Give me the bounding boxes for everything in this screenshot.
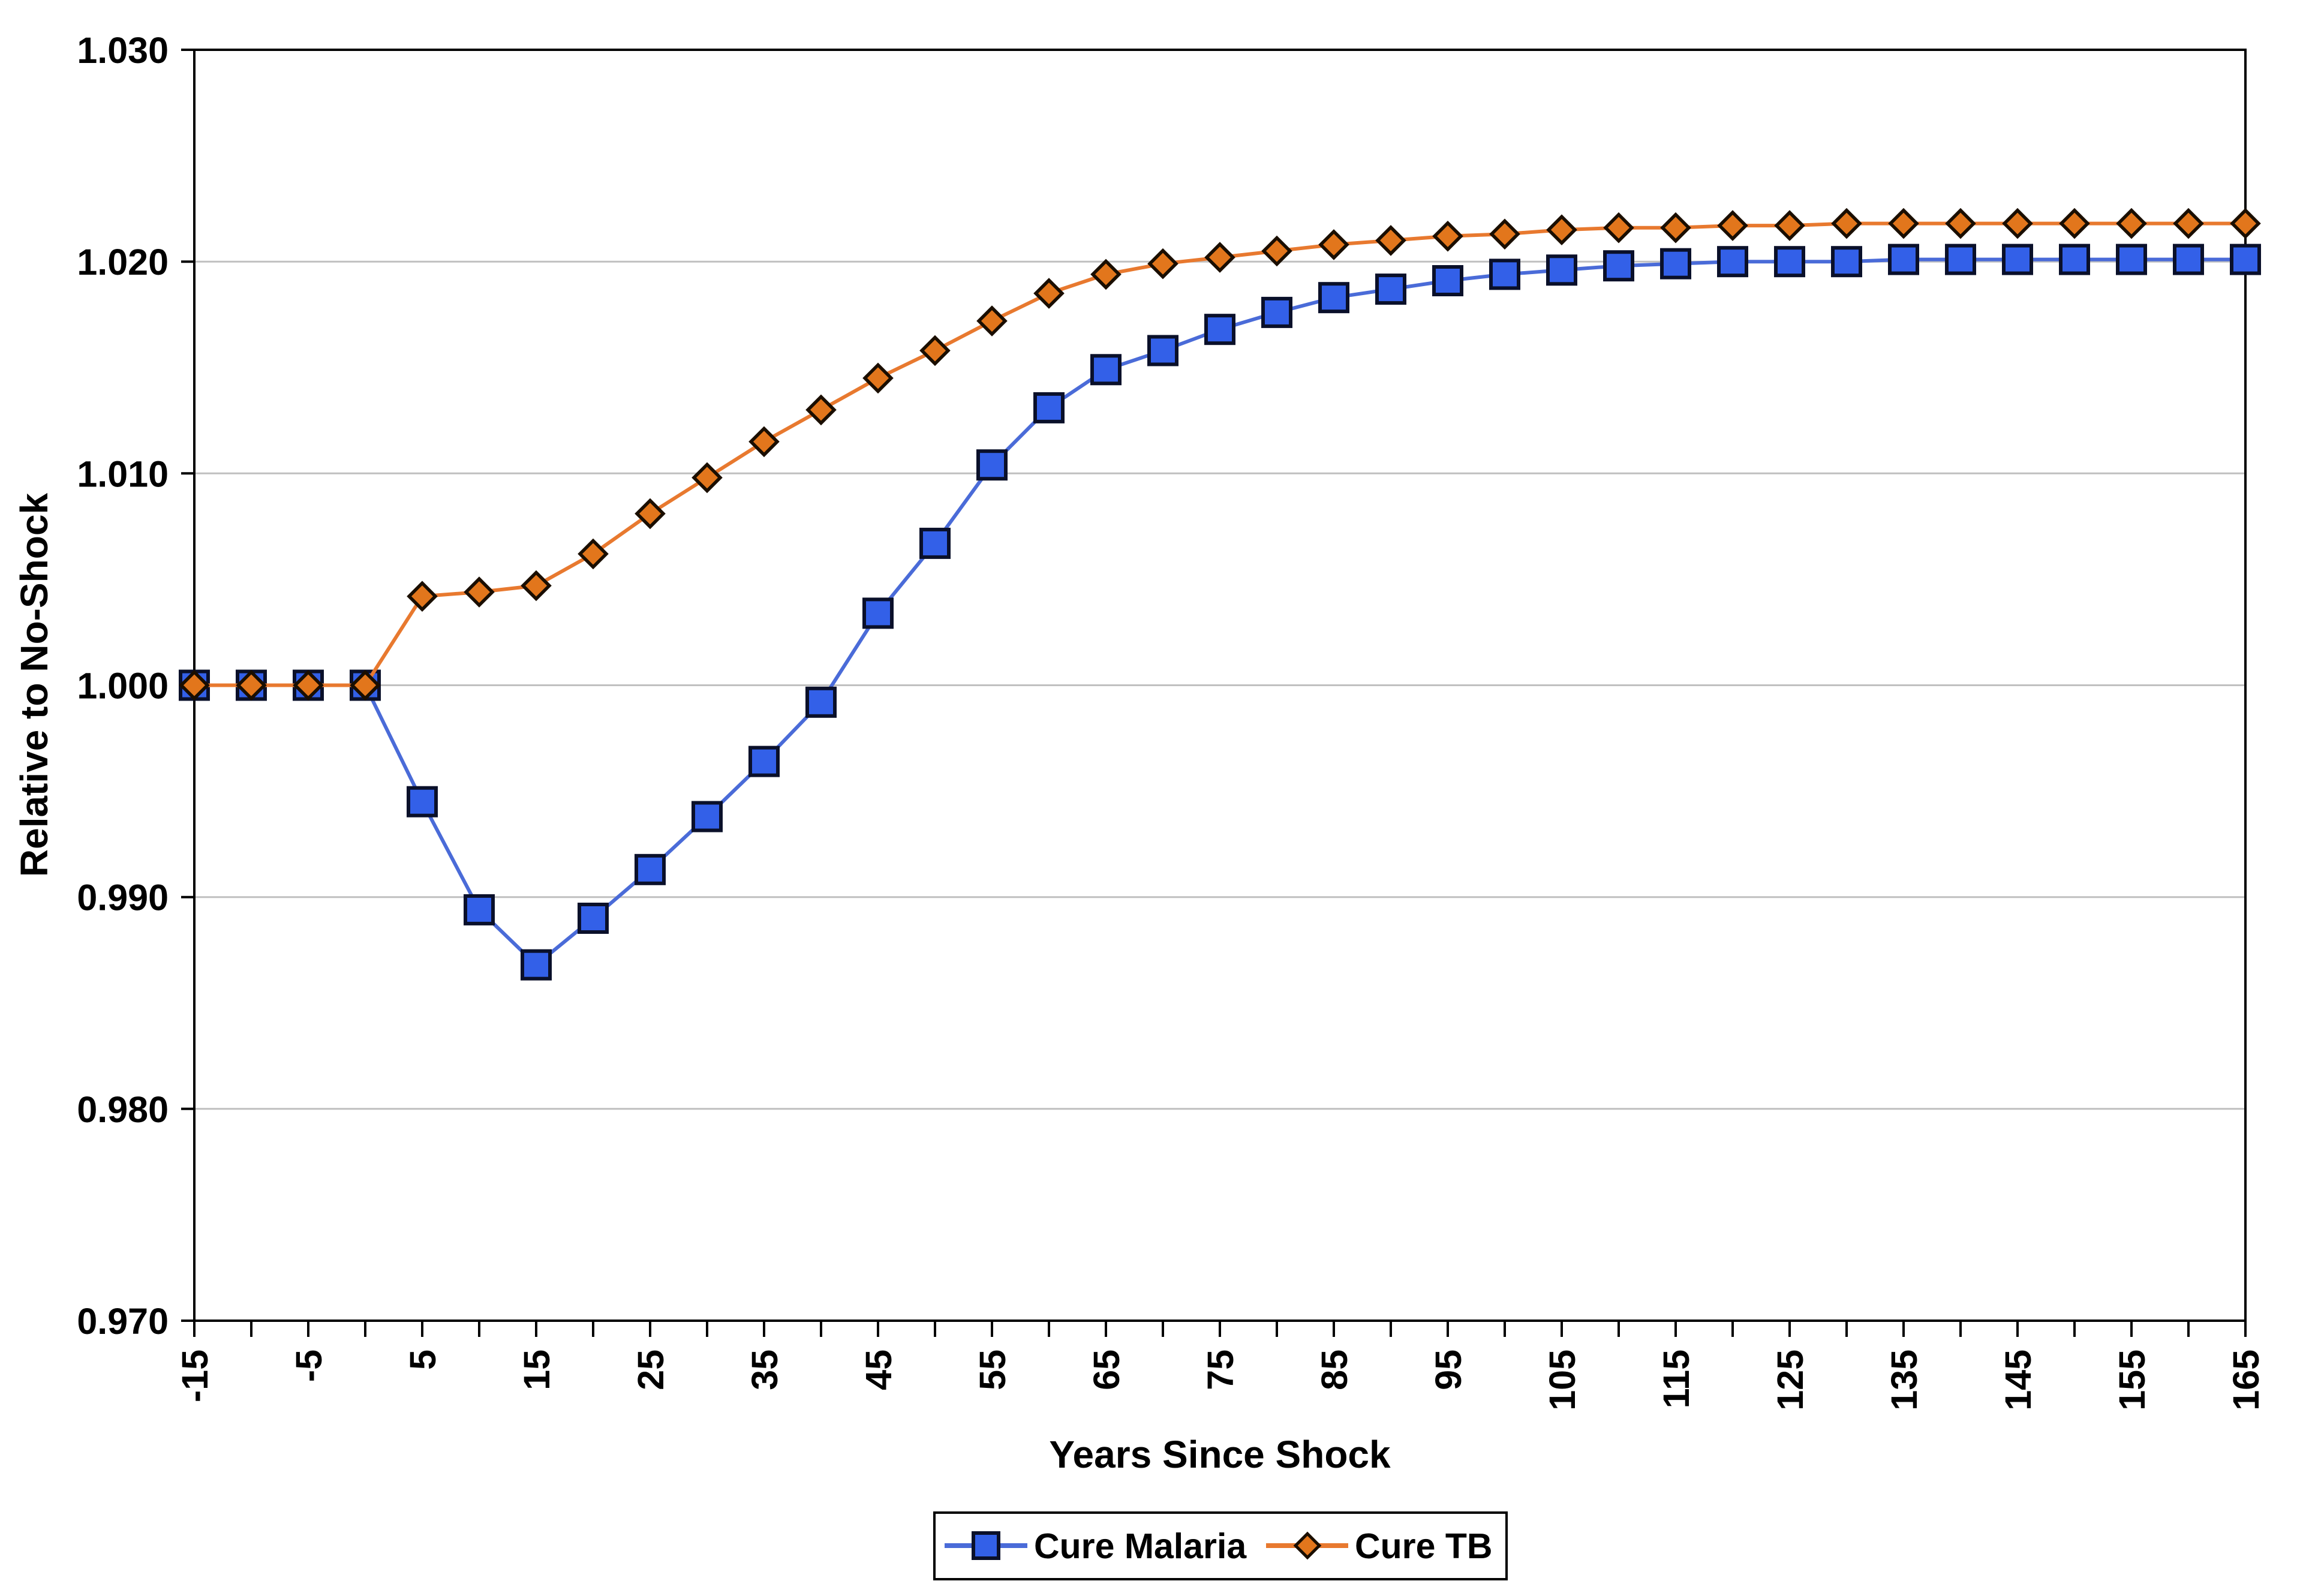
svg-text:-5: -5 [288,1349,329,1382]
svg-text:1.000: 1.000 [77,666,169,707]
svg-text:0.980: 0.980 [77,1089,169,1130]
svg-text:0.970: 0.970 [77,1301,169,1342]
svg-text:-15: -15 [175,1349,215,1402]
svg-text:1.030: 1.030 [77,30,169,71]
svg-text:Cure TB: Cure TB [1355,1526,1492,1566]
svg-text:15: 15 [516,1349,557,1390]
svg-text:35: 35 [744,1349,785,1390]
svg-text:155: 155 [2112,1349,2152,1411]
svg-text:55: 55 [972,1349,1013,1390]
svg-text:25: 25 [630,1349,671,1390]
svg-text:1.010: 1.010 [77,453,169,494]
svg-text:105: 105 [1542,1349,1583,1411]
svg-text:5: 5 [402,1349,443,1370]
svg-text:95: 95 [1428,1349,1469,1390]
svg-text:75: 75 [1200,1349,1241,1390]
svg-text:85: 85 [1314,1349,1355,1390]
svg-text:145: 145 [1998,1349,2039,1411]
svg-text:Cure Malaria: Cure Malaria [1034,1526,1247,1566]
svg-text:165: 165 [2226,1349,2266,1411]
svg-text:135: 135 [1884,1349,1925,1411]
svg-text:115: 115 [1656,1349,1697,1408]
svg-text:1.020: 1.020 [77,242,169,282]
svg-text:45: 45 [858,1349,899,1390]
svg-text:0.990: 0.990 [77,877,169,918]
svg-text:Relative to No-Shock: Relative to No-Shock [13,493,56,877]
svg-text:Years Since Shock: Years Since Shock [1049,1433,1391,1476]
svg-text:65: 65 [1086,1349,1127,1390]
svg-text:125: 125 [1770,1349,1811,1411]
